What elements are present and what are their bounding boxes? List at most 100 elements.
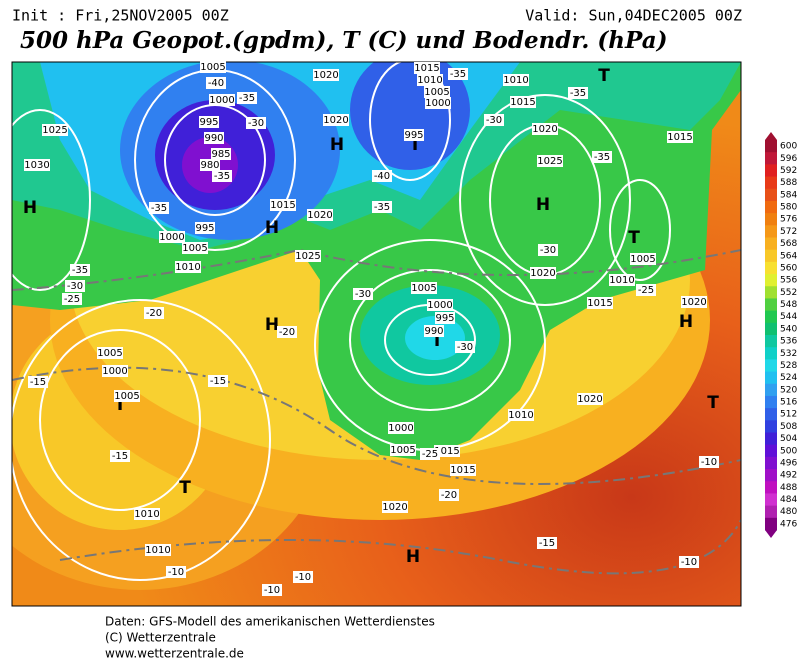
label-box [204,132,224,144]
colorbar-swatch [765,371,777,385]
colorbar-swatch [765,298,777,312]
label-box [636,284,656,296]
colorbar-swatch [765,432,777,446]
label-box [537,537,557,549]
label-box [577,393,603,405]
colorbar-swatch [765,420,777,433]
isobar-label: 1025 [295,251,320,262]
label-box [262,584,282,596]
isobar-label: 1010 [145,545,170,556]
isobar-label: 1005 [182,243,207,254]
label-box [237,92,257,104]
label-box [209,94,235,106]
temperature-label: -20 [279,327,295,338]
isobar-label: 1015 [434,446,459,457]
label-box [199,116,219,128]
label-box [503,74,529,86]
footer-line: Daten: GFS-Modell des amerikanischen Wet… [105,615,435,629]
label-box [427,299,453,311]
colorbar-swatch [765,310,777,324]
label-box [508,409,534,421]
label-box [175,261,201,273]
isobar-label: 1020 [681,297,706,308]
colorbar-label: 488 [780,483,797,493]
colorbar-swatch [765,322,777,336]
label-box [404,129,424,141]
isobar-label: 1010 [503,75,528,86]
colorbar-label: 592 [780,166,797,176]
isobar-label: 995 [404,130,423,141]
isobar-label: 1020 [307,210,332,221]
colorbar-label: 484 [780,495,797,505]
isobar-label: 1010 [134,509,159,520]
colorbar-label: 540 [780,324,797,334]
temperature-label: -35 [239,93,255,104]
temperature-label: -20 [441,490,457,501]
isobar-label: 980 [200,160,219,171]
isobar-label: 1010 [609,275,634,286]
label-box [200,159,220,171]
temperature-label: -35 [594,152,610,163]
colorbar-label: 476 [780,519,797,529]
isobar-label: 1000 [209,95,234,106]
colorbar-swatch [765,359,777,373]
label-box [110,450,130,462]
colorbar-tip [765,132,777,140]
label-box [538,244,558,256]
isobar-label: 1000 [425,98,450,109]
isobar-label: 1005 [411,283,436,294]
colorbar-swatch [765,444,777,458]
colorbar-label: 560 [780,263,797,273]
label-box [587,297,613,309]
map-title: 500 hPa Geopot.(gpdm), T (C) und Bodendr… [20,27,667,54]
colorbar-label: 552 [780,288,797,298]
isobar-label: 1005 [200,62,225,73]
pressure-center: H [330,135,344,155]
colorbar-swatch [765,395,777,409]
colorbar-label: 568 [780,239,797,249]
label-box [372,201,392,213]
isobar-label: 995 [199,117,218,128]
isobar-label: 1015 [510,97,535,108]
temperature-label: -40 [374,171,390,182]
label-box [417,74,443,86]
colorbar-swatch [765,408,777,421]
label-box [62,293,82,305]
isobar-label: 1030 [24,160,49,171]
colorbar-label: 536 [780,337,797,347]
label-box [568,87,588,99]
colorbar-swatch [765,188,777,202]
colorbar-swatch [765,152,777,165]
temperature-label: -30 [457,342,473,353]
label-box [699,456,719,468]
isobar-label: 1025 [42,125,67,136]
colorbar-tip [765,530,777,538]
isobar-label: 1005 [390,445,415,456]
footer-line: (C) Wetterzentrale [105,631,216,645]
colorbar-label: 500 [780,446,797,456]
colorbar-swatch [765,505,777,519]
label-box [388,422,414,434]
label-box [144,307,164,319]
colorbar-swatch [765,347,777,360]
colorbar-swatch [765,140,777,153]
colorbar-swatch [765,517,777,531]
colorbar-label: 596 [780,154,797,164]
isobar-label: 1015 [587,298,612,309]
colorbar-label: 572 [780,227,797,237]
temperature-label: -15 [210,376,226,387]
label-box [609,274,635,286]
temperature-label: -25 [64,294,80,305]
label-box [382,501,408,513]
label-box [134,508,160,520]
label-box [145,544,171,556]
footer-line: www.wetterzentrale.de [105,647,244,659]
colorbar-swatch [765,383,777,397]
temperature-label: -30 [355,289,371,300]
map-field [12,62,741,606]
label-box [353,288,373,300]
label-box [307,209,333,221]
colorbar-swatch [765,176,777,190]
temperature-label: -35 [151,203,167,214]
